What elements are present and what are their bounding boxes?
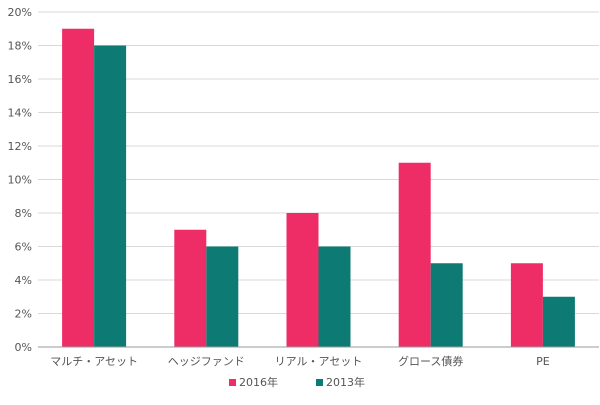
y-tick-label: 2% xyxy=(15,308,32,321)
bar xyxy=(430,263,463,347)
bars xyxy=(62,28,575,347)
bar xyxy=(174,229,207,347)
y-tick-label: 0% xyxy=(15,341,32,354)
y-tick-label: 16% xyxy=(8,73,32,86)
x-category-label: ヘッジファンド xyxy=(168,355,245,368)
legend-swatch xyxy=(316,379,323,386)
x-category-label: マルチ・アセット xyxy=(50,355,138,368)
y-tick-label: 8% xyxy=(15,207,32,220)
y-tick-label: 20% xyxy=(8,6,32,19)
x-category-label: PE xyxy=(536,355,550,368)
gridlines xyxy=(38,11,599,314)
bar xyxy=(94,45,127,347)
bar xyxy=(510,263,543,347)
legend-swatch xyxy=(229,379,236,386)
y-tick-label: 12% xyxy=(8,140,32,153)
x-axis-category-labels: マルチ・アセット ヘッジファンド リアル・アセット グロース債券 PE xyxy=(50,354,550,368)
y-axis-tick-labels: 0% 2% 4% 6% 8% 10% 12% 14% 16% 18% 20% xyxy=(8,6,32,354)
y-tick-label: 10% xyxy=(8,174,32,187)
y-tick-label: 6% xyxy=(15,241,32,254)
bar xyxy=(286,213,319,347)
bar xyxy=(318,246,351,347)
x-category-label: リアル・アセット xyxy=(275,355,363,368)
y-tick-label: 4% xyxy=(15,274,32,287)
legend-label: 2016年 xyxy=(239,375,278,389)
x-category-label: グロース債券 xyxy=(398,354,463,368)
bar xyxy=(398,162,431,347)
y-tick-label: 14% xyxy=(8,107,32,120)
bar xyxy=(542,296,575,347)
bar xyxy=(62,28,95,347)
bar xyxy=(206,246,239,347)
y-tick-label: 18% xyxy=(8,40,32,53)
legend-label: 2013年 xyxy=(326,375,365,389)
legend: 2016年 2013年 xyxy=(229,375,365,389)
